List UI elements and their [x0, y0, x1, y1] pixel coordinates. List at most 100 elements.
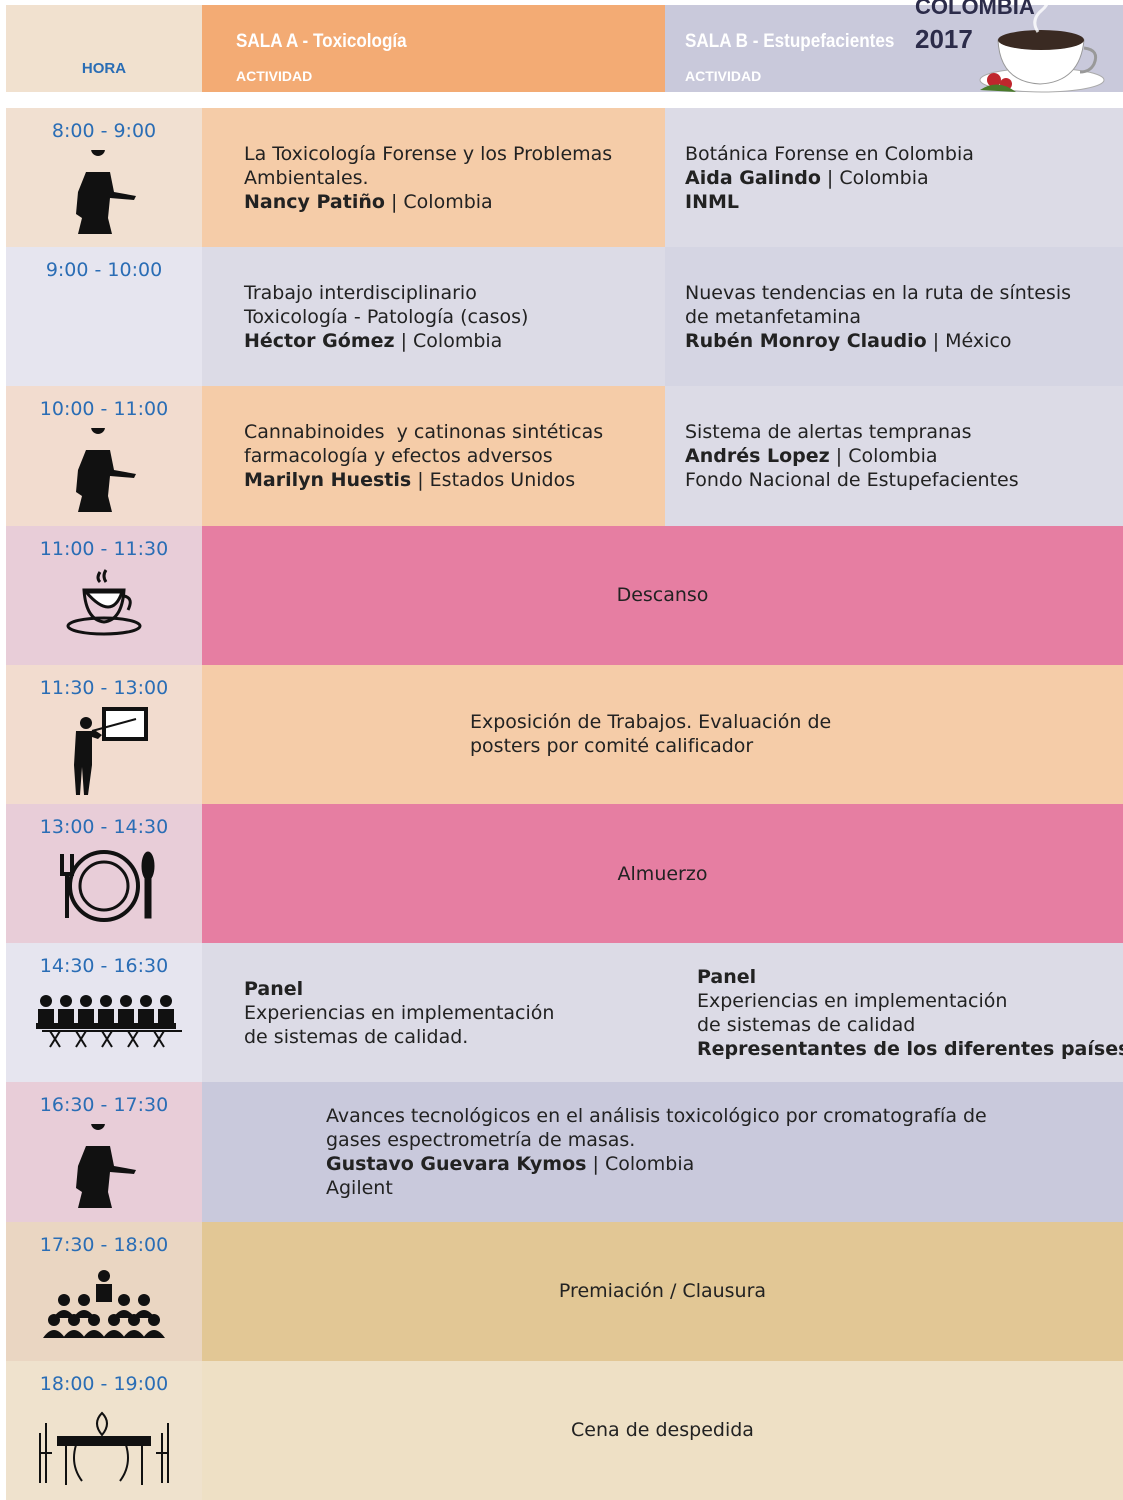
poster-icon — [74, 706, 148, 795]
speaker-icon — [76, 142, 136, 234]
time-cell: 17:30 - 18:00 — [6, 1221, 202, 1361]
text-line: de sistemas de calidad — [697, 1013, 1123, 1037]
time-cell: 11:30 - 13:00 — [6, 664, 202, 804]
logo-year: 2017 — [915, 24, 973, 54]
speaker-name: Marilyn Huestis — [244, 468, 412, 491]
text-line: Andrés Lopez | Colombia — [685, 444, 1123, 468]
activity-cell: Descanso — [202, 525, 1123, 665]
time-label: 10:00 - 11:00 — [39, 398, 169, 421]
speaker-name: Andrés Lopez — [685, 444, 830, 467]
time-cell: 9:00 - 10:00 — [6, 247, 202, 387]
text-segment: Fondo Nacional de Estupefacientes — [685, 468, 1019, 491]
text-line: Representantes de los diferentes países. — [697, 1037, 1123, 1061]
text-line: gases espectrometría de masas. — [326, 1128, 1123, 1152]
text-line: Ambientales. — [244, 166, 665, 190]
text-line: Descanso — [617, 583, 709, 607]
activity-cell: Panel Experiencias en implementación de si… — [665, 943, 1123, 1083]
speaker-name: Gustavo Guevara Kymos — [326, 1152, 587, 1175]
speaker-name: Aida Galindo — [685, 166, 821, 189]
text-line: Aida Galindo | Colombia — [685, 166, 1123, 190]
speaker-icon — [76, 1116, 136, 1209]
text-segment: de sistemas de calidad. — [244, 1025, 469, 1048]
text-line: de sistemas de calidad. — [244, 1025, 665, 1049]
activity-cell: Botánica Forense en Colombia Aida Galindo… — [665, 108, 1123, 248]
icon-wrap — [6, 706, 202, 801]
text-line: Toxicología - Patología (casos) — [244, 305, 665, 329]
text-segment: Nuevas tendencias en la ruta de síntesis — [685, 281, 1071, 304]
text-segment: | Colombia — [394, 329, 503, 352]
speaker-name: Nancy Patiño — [244, 190, 385, 213]
time-label: 11:30 - 13:00 — [39, 676, 169, 699]
activity-cell: Nuevas tendencias en la ruta de síntesis… — [665, 247, 1123, 387]
activity-cell: Cannabinoides y catinonas sintéticas farm… — [202, 386, 665, 526]
text-segment: Cannabinoides y catinonas sintéticas — [244, 420, 604, 443]
text-line: Premiación / Clausura — [559, 1279, 766, 1303]
time-cell: 13:00 - 14:30 — [6, 804, 202, 944]
text-segment: | Colombia — [820, 166, 929, 189]
text-line: Héctor Gómez | Colombia — [244, 329, 665, 353]
speaker-icon — [76, 420, 136, 513]
time-cell: 18:00 - 19:00 — [6, 1360, 202, 1500]
text-segment: posters por comité calificador — [470, 735, 754, 758]
time-cell: 11:00 - 11:30 — [6, 525, 202, 665]
text-line: posters por comité calificador — [470, 734, 1123, 758]
icon-wrap — [6, 1264, 202, 1358]
sala-b-sub: ACTIVIDAD — [685, 68, 762, 84]
time-label: 11:00 - 11:30 — [39, 537, 169, 560]
text-segment: | Colombia — [586, 1152, 695, 1175]
text-line: Nancy Patiño | Colombia — [244, 190, 665, 214]
speaker-name: Héctor Gómez — [244, 329, 395, 352]
text-line: Panel — [244, 977, 665, 1001]
text-line: INML — [685, 190, 1123, 214]
sala-b-title: SALA B - Estupefacientes — [685, 31, 895, 52]
text-segment: gases espectrometría de masas. — [326, 1128, 636, 1151]
logo-country: COLOMBIA — [915, 0, 1035, 19]
speaker-name: Panel — [244, 977, 304, 1000]
activity-cell: Sistema de alertas tempranas Andrés Lopez… — [665, 386, 1123, 526]
text-line: Experiencias en implementación — [244, 1001, 665, 1025]
activity-cell: Trabajo interdisciplinario Toxicología - … — [202, 247, 665, 387]
text-segment: Premiación / Clausura — [558, 1280, 767, 1303]
text-line: Agilent — [326, 1176, 1123, 1200]
text-segment: Trabajo interdisciplinario — [244, 281, 477, 304]
text-segment: | Estados Unidos — [411, 468, 576, 491]
lunch-icon — [60, 850, 155, 922]
text-segment: Experiencias en implementación — [244, 1001, 555, 1024]
time-cell: 10:00 - 11:00 — [6, 386, 202, 526]
text-line: farmacología y efectos adversos — [244, 444, 665, 468]
text-segment: de metanfetamina — [685, 305, 862, 328]
text-segment: Cena de despedida — [571, 1419, 754, 1442]
time-label: 13:00 - 14:30 — [39, 816, 169, 838]
text-segment: | Colombia — [384, 190, 493, 213]
text-line: Almuerzo — [618, 862, 708, 886]
icon-wrap — [6, 420, 202, 522]
text-segment: Experiencias en implementación — [697, 989, 1008, 1012]
speaker-name: Panel — [697, 965, 757, 988]
text-line: Sistema de alertas tempranas — [685, 420, 1123, 444]
text-segment: La Toxicología Forense y los Problemas — [244, 142, 613, 165]
activity-cell: Exposición de Trabajos. Evaluación de pos… — [202, 664, 1123, 804]
text-segment: Ambientales. — [244, 166, 369, 189]
text-line: Experiencias en implementación — [697, 989, 1123, 1013]
text-segment: Descanso — [616, 584, 709, 607]
time-label: 16:30 - 17:30 — [39, 1094, 169, 1117]
icon-wrap — [6, 568, 202, 662]
hora-label: HORA — [81, 60, 127, 77]
activity-cell: Cena de despedida — [202, 1360, 1123, 1500]
text-line: Trabajo interdisciplinario — [244, 281, 665, 305]
speaker-name: Representantes de los diferentes países. — [697, 1037, 1123, 1060]
sala-a-header: SALA A - Toxicología ACTIVIDAD — [202, 5, 665, 92]
icon-wrap — [6, 1403, 202, 1497]
text-segment: Toxicología - Patología (casos) — [244, 305, 529, 328]
text-line: Cena de despedida — [571, 1418, 754, 1442]
time-cell: 16:30 - 17:30 — [6, 1082, 202, 1222]
text-line: La Toxicología Forense y los Problemas — [244, 142, 665, 166]
time-cell: 8:00 - 9:00 — [6, 108, 202, 248]
text-segment: Avances tecnológicos en el análisis toxi… — [326, 1104, 987, 1127]
hora-header: HORA — [6, 5, 202, 92]
activity-cell: Premiación / Clausura — [202, 1221, 1123, 1361]
text-segment: Exposición de Trabajos. Evaluación de — [470, 711, 832, 734]
sala-a-title: SALA A - Toxicología — [236, 31, 407, 52]
